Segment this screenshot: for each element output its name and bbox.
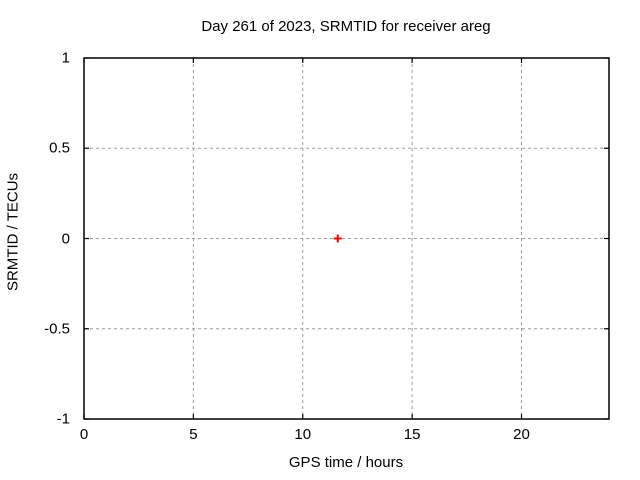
y-tick-label: -0.5	[44, 320, 70, 338]
y-tick-label: 1	[61, 49, 70, 67]
y-tick-label: 0	[61, 230, 70, 247]
x-tick-label: 0	[79, 426, 89, 443]
y-tick-label: -1	[56, 410, 70, 428]
plot-border	[83, 57, 610, 420]
x-axis-label: GPS time / hours	[288, 454, 404, 471]
plot-area	[83, 57, 610, 420]
x-tick-label: 15	[403, 426, 421, 443]
chart-title: Day 261 of 2023, SRMTID for receiver are…	[201, 18, 491, 35]
y-tick-label: 0.5	[49, 139, 70, 157]
x-tick-label: 5	[189, 426, 198, 443]
x-tick-label: 20	[513, 426, 530, 443]
x-tick-label: 10	[294, 426, 312, 443]
